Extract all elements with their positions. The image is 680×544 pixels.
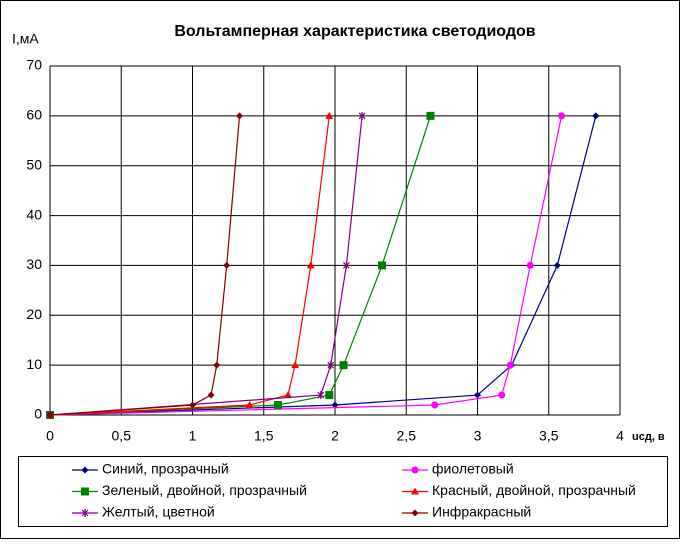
y-tick-label: 10 xyxy=(26,356,42,372)
y-tick-label: 40 xyxy=(26,206,42,222)
marker xyxy=(213,361,221,369)
y-tick-label: 60 xyxy=(26,107,42,123)
series-line xyxy=(49,115,597,416)
marker xyxy=(378,261,387,270)
y-tick-label: 30 xyxy=(26,256,42,272)
x-tick-label: 0 xyxy=(46,428,54,444)
marker xyxy=(342,261,350,270)
marker xyxy=(236,112,244,120)
series-line xyxy=(49,115,241,416)
x-tick-label: 2,5 xyxy=(397,428,417,444)
x-tick-label: 1,5 xyxy=(254,428,274,444)
marker xyxy=(498,391,506,399)
legend-label: Красный, двойной, прозрачный xyxy=(432,482,636,498)
series-line xyxy=(49,115,432,416)
marker xyxy=(553,261,561,269)
marker xyxy=(325,111,334,119)
legend-label: Зеленый, двойной, прозрачный xyxy=(102,482,307,498)
y-axis-label: I,мА xyxy=(12,31,39,47)
x-axis-label: uсд, в xyxy=(632,431,665,443)
marker xyxy=(306,261,315,269)
marker xyxy=(189,401,196,409)
marker xyxy=(223,261,231,269)
x-tick-label: 4 xyxy=(616,428,624,444)
marker xyxy=(317,391,325,400)
legend-marker xyxy=(411,509,419,517)
legend-label: фиолетовый xyxy=(432,461,514,477)
series-line xyxy=(49,115,563,416)
marker xyxy=(274,401,282,410)
marker xyxy=(474,391,481,399)
marker xyxy=(245,401,254,409)
legend xyxy=(18,456,668,527)
marker xyxy=(325,391,334,400)
marker xyxy=(426,111,435,120)
marker xyxy=(46,411,54,419)
marker xyxy=(431,401,439,409)
marker xyxy=(506,361,514,369)
legend-marker xyxy=(81,466,89,474)
marker xyxy=(291,361,300,369)
legend-marker xyxy=(81,509,89,517)
marker xyxy=(592,112,600,120)
legend-label: Синий, прозрачный xyxy=(102,461,229,477)
marker xyxy=(207,391,215,399)
y-tick-label: 0 xyxy=(34,406,42,422)
legend-marker xyxy=(81,487,89,496)
legend-label: Инфракрасный xyxy=(432,504,531,520)
marker xyxy=(331,401,339,409)
marker xyxy=(339,361,348,370)
legend-label: Желтый, цветной xyxy=(102,504,215,520)
y-tick-label: 70 xyxy=(26,57,42,73)
x-tick-label: 3 xyxy=(474,428,482,444)
x-tick-label: 2 xyxy=(331,428,339,444)
legend-marker xyxy=(411,466,419,474)
marker xyxy=(526,261,534,269)
y-tick-label: 20 xyxy=(26,306,42,322)
series-line xyxy=(49,115,330,416)
x-tick-label: 3,5 xyxy=(539,428,559,444)
marker xyxy=(327,361,335,370)
x-tick-label: 0,5 xyxy=(112,428,132,444)
chart-title: Вольтамперная характеристика светодиодов xyxy=(174,23,535,40)
marker xyxy=(558,112,566,120)
marker xyxy=(358,111,366,120)
x-tick-label: 1 xyxy=(189,428,197,444)
y-tick-label: 50 xyxy=(26,156,42,172)
legend-marker xyxy=(411,487,419,495)
marker xyxy=(283,391,292,399)
